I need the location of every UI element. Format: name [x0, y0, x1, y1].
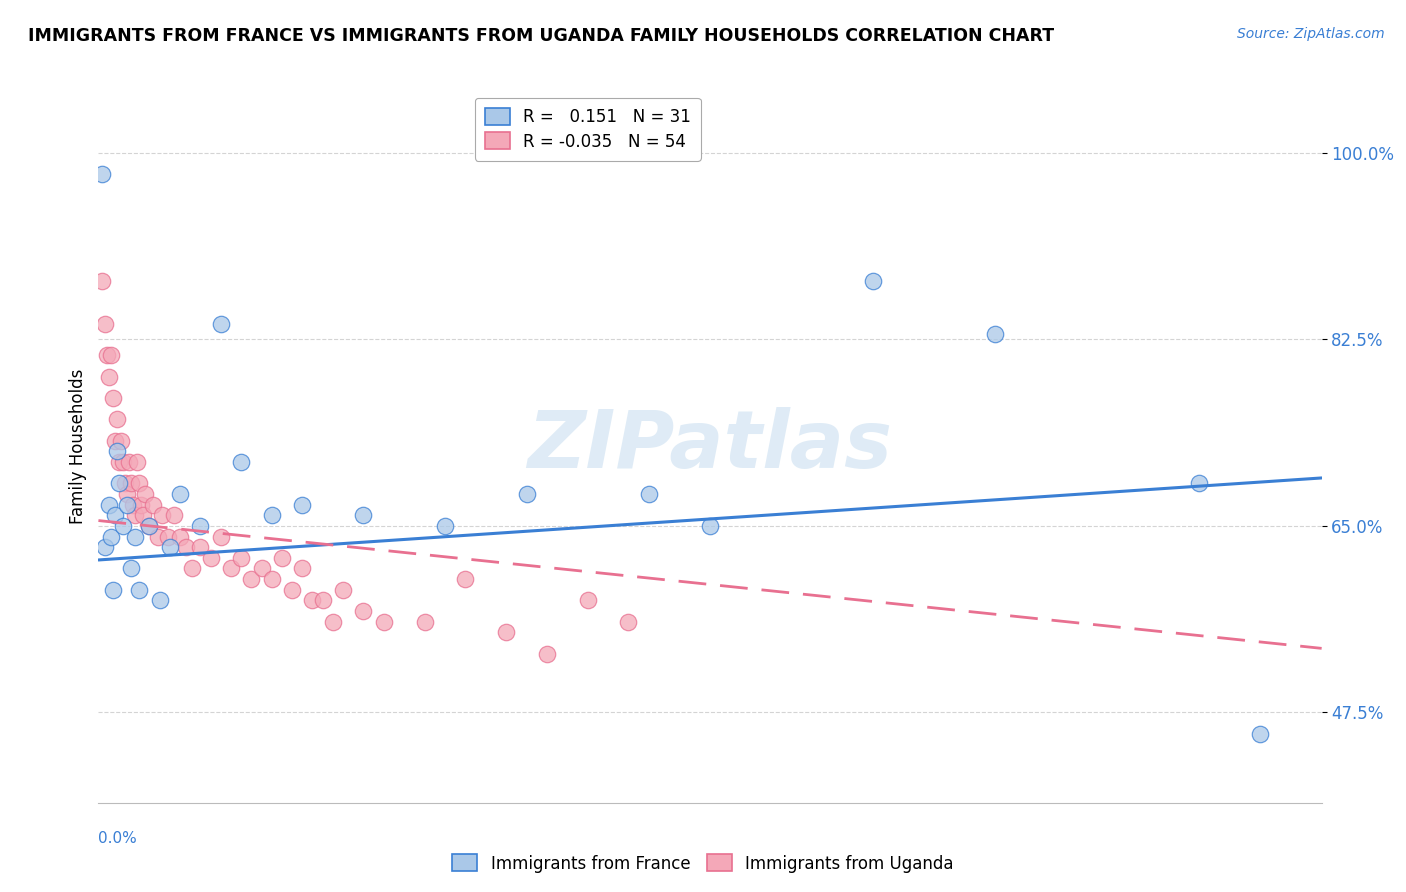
- Point: [118, 455, 141, 469]
- Point: [120, 476, 142, 491]
- Point: [96, 349, 118, 363]
- Point: [150, 508, 173, 523]
- Point: [373, 615, 395, 629]
- Point: [128, 582, 150, 597]
- Point: [108, 455, 131, 469]
- Point: [142, 498, 165, 512]
- Point: [637, 487, 661, 501]
- Y-axis label: Family Households: Family Households: [69, 368, 87, 524]
- Point: [181, 561, 204, 575]
- Point: [134, 487, 156, 501]
- Point: [105, 444, 128, 458]
- Point: [260, 508, 283, 523]
- Point: [132, 508, 155, 523]
- Point: [312, 593, 335, 607]
- Point: [322, 615, 344, 629]
- Point: [332, 582, 354, 597]
- Point: [105, 412, 128, 426]
- Text: Source: ZipAtlas.com: Source: ZipAtlas.com: [1237, 27, 1385, 41]
- Point: [93, 317, 115, 331]
- Point: [169, 487, 191, 501]
- Point: [291, 561, 314, 575]
- Point: [97, 369, 120, 384]
- Point: [862, 274, 884, 288]
- Point: [138, 519, 160, 533]
- Point: [454, 572, 477, 586]
- Point: [576, 593, 599, 607]
- Point: [138, 519, 160, 533]
- Point: [124, 508, 146, 523]
- Point: [101, 582, 124, 597]
- Point: [115, 498, 138, 512]
- Point: [111, 455, 134, 469]
- Point: [291, 498, 314, 512]
- Point: [495, 625, 517, 640]
- Point: [124, 529, 146, 543]
- Point: [231, 455, 253, 469]
- Point: [231, 550, 253, 565]
- Text: 0.0%: 0.0%: [98, 831, 138, 847]
- Point: [434, 519, 457, 533]
- Point: [188, 519, 212, 533]
- Point: [281, 582, 304, 597]
- Point: [101, 391, 124, 405]
- Point: [115, 487, 138, 501]
- Point: [209, 529, 232, 543]
- Point: [108, 476, 131, 491]
- Point: [413, 615, 436, 629]
- Point: [146, 529, 169, 543]
- Point: [159, 540, 181, 554]
- Point: [209, 317, 232, 331]
- Point: [104, 434, 127, 448]
- Point: [260, 572, 283, 586]
- Point: [100, 349, 122, 363]
- Point: [699, 519, 721, 533]
- Point: [617, 615, 640, 629]
- Point: [250, 561, 273, 575]
- Point: [174, 540, 197, 554]
- Point: [536, 647, 558, 661]
- Point: [91, 274, 114, 288]
- Point: [984, 327, 1007, 342]
- Point: [111, 519, 134, 533]
- Text: IMMIGRANTS FROM FRANCE VS IMMIGRANTS FROM UGANDA FAMILY HOUSEHOLDS CORRELATION C: IMMIGRANTS FROM FRANCE VS IMMIGRANTS FRO…: [28, 27, 1054, 45]
- Point: [219, 561, 242, 575]
- Point: [200, 550, 222, 565]
- Point: [110, 434, 132, 448]
- Point: [270, 550, 294, 565]
- Point: [352, 604, 374, 618]
- Point: [163, 508, 186, 523]
- Point: [188, 540, 212, 554]
- Text: ZIPatlas: ZIPatlas: [527, 407, 893, 485]
- Point: [93, 540, 115, 554]
- Point: [129, 498, 152, 512]
- Point: [120, 561, 142, 575]
- Point: [352, 508, 374, 523]
- Point: [127, 455, 149, 469]
- Point: [104, 508, 127, 523]
- Point: [156, 529, 179, 543]
- Point: [516, 487, 538, 501]
- Point: [240, 572, 263, 586]
- Point: [97, 498, 120, 512]
- Point: [91, 168, 114, 182]
- Point: [149, 593, 172, 607]
- Legend: R =   0.151   N = 31, R = -0.035   N = 54: R = 0.151 N = 31, R = -0.035 N = 54: [475, 97, 700, 161]
- Point: [114, 476, 136, 491]
- Point: [169, 529, 191, 543]
- Point: [1249, 726, 1271, 740]
- Point: [128, 476, 150, 491]
- Point: [1188, 476, 1211, 491]
- Legend: Immigrants from France, Immigrants from Uganda: Immigrants from France, Immigrants from …: [446, 847, 960, 880]
- Point: [301, 593, 323, 607]
- Point: [122, 498, 145, 512]
- Point: [100, 529, 122, 543]
